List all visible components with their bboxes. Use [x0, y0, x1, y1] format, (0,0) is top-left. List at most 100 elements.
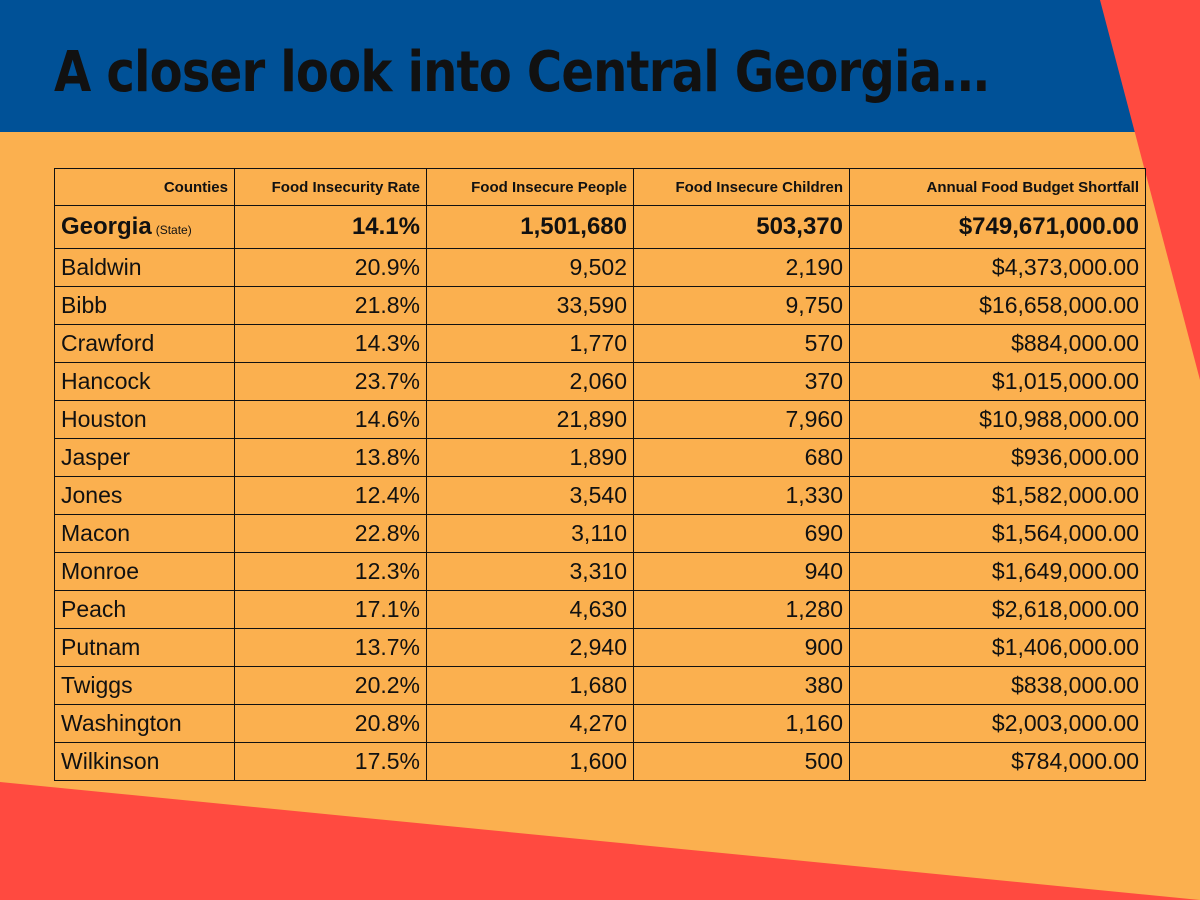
rate-cell: 23.7%	[234, 362, 427, 401]
county-cell: Wilkinson	[54, 742, 235, 781]
table-row: Jones 12.4% 3,540 1,330 $1,582,000.00	[54, 476, 1146, 515]
rate-cell: 13.8%	[234, 438, 427, 477]
people-cell: 3,540	[426, 476, 634, 515]
rate-cell: 12.3%	[234, 552, 427, 591]
children-cell: 500	[633, 742, 850, 781]
county-cell: Macon	[54, 514, 235, 553]
people-cell: 1,890	[426, 438, 634, 477]
county-cell: Houston	[54, 400, 235, 439]
shortfall-cell: $1,406,000.00	[849, 628, 1146, 667]
county-cell: Twiggs	[54, 666, 235, 705]
page-title: A closer look into Central Georgia…	[54, 40, 989, 105]
people-cell: 33,590	[426, 286, 634, 325]
rate-cell: 21.8%	[234, 286, 427, 325]
table-row: Wilkinson 17.5% 1,600 500 $784,000.00	[54, 742, 1146, 781]
header-counties: Counties	[54, 168, 235, 206]
children-cell: 900	[633, 628, 850, 667]
children-cell: 680	[633, 438, 850, 477]
people-cell: 1,680	[426, 666, 634, 705]
county-cell: Putnam	[54, 628, 235, 667]
children-cell: 1,160	[633, 704, 850, 743]
children-cell: 690	[633, 514, 850, 553]
state-children-cell: 503,370	[633, 205, 850, 249]
children-cell: 570	[633, 324, 850, 363]
header-food-insecurity-rate: Food Insecurity Rate	[234, 168, 427, 206]
people-cell: 3,110	[426, 514, 634, 553]
shortfall-cell: $884,000.00	[849, 324, 1146, 363]
shortfall-cell: $10,988,000.00	[849, 400, 1146, 439]
table-row: Houston 14.6% 21,890 7,960 $10,988,000.00	[54, 400, 1146, 439]
shortfall-cell: $1,015,000.00	[849, 362, 1146, 401]
table-row: Crawford 14.3% 1,770 570 $884,000.00	[54, 324, 1146, 363]
rate-cell: 17.1%	[234, 590, 427, 629]
table-row: Baldwin 20.9% 9,502 2,190 $4,373,000.00	[54, 248, 1146, 287]
table-row: Monroe 12.3% 3,310 940 $1,649,000.00	[54, 552, 1146, 591]
shortfall-cell: $1,582,000.00	[849, 476, 1146, 515]
county-cell: Bibb	[54, 286, 235, 325]
people-cell: 2,940	[426, 628, 634, 667]
rate-cell: 20.2%	[234, 666, 427, 705]
state-county-cell: Georgia (State)	[54, 205, 235, 249]
shortfall-cell: $936,000.00	[849, 438, 1146, 477]
table-row: Washington 20.8% 4,270 1,160 $2,003,000.00	[54, 704, 1146, 743]
children-cell: 7,960	[633, 400, 850, 439]
header-food-insecure-children: Food Insecure Children	[633, 168, 850, 206]
header-food-insecure-people: Food Insecure People	[426, 168, 634, 206]
rate-cell: 22.8%	[234, 514, 427, 553]
table-row: Putnam 13.7% 2,940 900 $1,406,000.00	[54, 628, 1146, 667]
table-row: Hancock 23.7% 2,060 370 $1,015,000.00	[54, 362, 1146, 401]
county-cell: Monroe	[54, 552, 235, 591]
people-cell: 1,600	[426, 742, 634, 781]
people-cell: 4,270	[426, 704, 634, 743]
title-band	[0, 0, 1200, 132]
children-cell: 370	[633, 362, 850, 401]
people-cell: 9,502	[426, 248, 634, 287]
rate-cell: 14.3%	[234, 324, 427, 363]
header-annual-food-budget-shortfall: Annual Food Budget Shortfall	[849, 168, 1146, 206]
county-cell: Baldwin	[54, 248, 235, 287]
shortfall-cell: $1,564,000.00	[849, 514, 1146, 553]
table-row: Bibb 21.8% 33,590 9,750 $16,658,000.00	[54, 286, 1146, 325]
table-row: Peach 17.1% 4,630 1,280 $2,618,000.00	[54, 590, 1146, 629]
people-cell: 4,630	[426, 590, 634, 629]
county-cell: Washington	[54, 704, 235, 743]
children-cell: 1,330	[633, 476, 850, 515]
county-cell: Jasper	[54, 438, 235, 477]
state-name: Georgia	[61, 213, 152, 240]
table-row: Twiggs 20.2% 1,680 380 $838,000.00	[54, 666, 1146, 705]
people-cell: 2,060	[426, 362, 634, 401]
children-cell: 2,190	[633, 248, 850, 287]
shortfall-cell: $16,658,000.00	[849, 286, 1146, 325]
people-cell: 3,310	[426, 552, 634, 591]
rate-cell: 13.7%	[234, 628, 427, 667]
children-cell: 940	[633, 552, 850, 591]
bottom-left-red-shape	[0, 782, 1200, 900]
table-row: Macon 22.8% 3,110 690 $1,564,000.00	[54, 514, 1146, 553]
rate-cell: 17.5%	[234, 742, 427, 781]
shortfall-cell: $1,649,000.00	[849, 552, 1146, 591]
state-row: Georgia (State) 14.1% 1,501,680 503,370 $…	[54, 205, 1146, 249]
shortfall-cell: $4,373,000.00	[849, 248, 1146, 287]
table-row: Jasper 13.8% 1,890 680 $936,000.00	[54, 438, 1146, 477]
county-cell: Hancock	[54, 362, 235, 401]
table-header-row: Counties Food Insecurity Rate Food Insec…	[54, 168, 1146, 206]
shortfall-cell: $2,003,000.00	[849, 704, 1146, 743]
state-note: (State)	[155, 223, 192, 237]
county-cell: Jones	[54, 476, 235, 515]
county-cell: Peach	[54, 590, 235, 629]
children-cell: 1,280	[633, 590, 850, 629]
rate-cell: 20.9%	[234, 248, 427, 287]
state-rate-cell: 14.1%	[234, 205, 427, 249]
state-shortfall-cell: $749,671,000.00	[849, 205, 1146, 249]
shortfall-cell: $784,000.00	[849, 742, 1146, 781]
county-cell: Crawford	[54, 324, 235, 363]
children-cell: 9,750	[633, 286, 850, 325]
children-cell: 380	[633, 666, 850, 705]
rate-cell: 14.6%	[234, 400, 427, 439]
people-cell: 21,890	[426, 400, 634, 439]
rate-cell: 20.8%	[234, 704, 427, 743]
people-cell: 1,770	[426, 324, 634, 363]
rate-cell: 12.4%	[234, 476, 427, 515]
shortfall-cell: $2,618,000.00	[849, 590, 1146, 629]
